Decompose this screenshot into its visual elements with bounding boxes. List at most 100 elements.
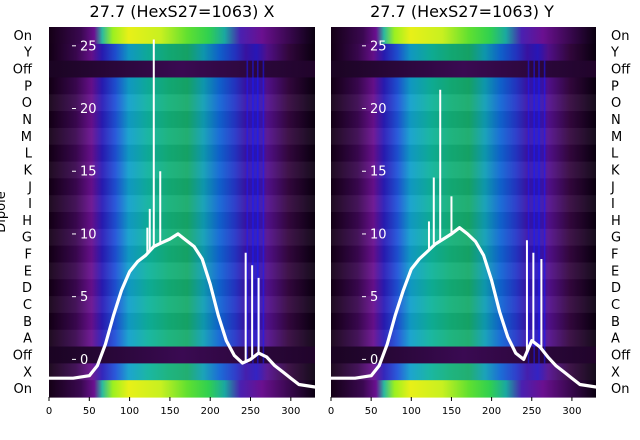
dipole-label: K — [611, 163, 620, 178]
row-shade — [49, 43, 315, 61]
heatmap-row — [331, 195, 596, 213]
heatmap-row — [331, 346, 596, 364]
heatmap-row — [331, 279, 596, 297]
dipole-label: Off — [611, 348, 631, 363]
dipole-label: C — [611, 298, 620, 313]
dipole-label: On — [14, 29, 32, 44]
heatmap-row — [49, 43, 315, 62]
dipole-label: Y — [23, 46, 32, 61]
dipole-label: Y — [610, 46, 619, 61]
overlay-line — [47, 232, 317, 389]
x-tick-label: 50 — [83, 406, 96, 417]
x-tick-label: 200 — [201, 406, 220, 417]
dipole-label: B — [611, 315, 620, 330]
row-shade — [49, 94, 315, 112]
heatmap-row — [49, 212, 315, 230]
dipole-label: J — [610, 180, 615, 195]
x-tick-label: 50 — [365, 406, 378, 417]
row-shade — [331, 212, 596, 229]
row-shade — [331, 161, 596, 179]
streak — [246, 60, 249, 364]
overlay-tick-label: 5 — [80, 290, 88, 305]
overlay-line — [329, 226, 598, 389]
streak — [538, 60, 540, 364]
row-shade — [49, 262, 315, 280]
heatmap-row — [49, 60, 315, 79]
dipole-label: H — [22, 214, 32, 229]
dipole-label: O — [22, 96, 32, 111]
row-shade — [49, 245, 315, 263]
dipole-label: M — [611, 130, 622, 145]
panel-title: 27.7 (HexS27=1063) Y — [370, 2, 554, 21]
x-tick-label: 250 — [241, 406, 260, 417]
x-tick-label: 0 — [46, 406, 52, 417]
heatmap-row — [49, 144, 315, 163]
row-shade — [331, 111, 596, 128]
dipole-label: On — [611, 29, 629, 44]
streak — [252, 60, 254, 364]
y-axis-label: Dipole — [0, 191, 9, 232]
row-shade — [49, 77, 315, 95]
dipole-label: L — [611, 147, 619, 162]
heatmap-row — [49, 27, 315, 45]
heatmap-row — [331, 77, 596, 95]
row-shade — [331, 195, 596, 212]
dipole-label: O — [611, 96, 621, 111]
row-shade — [331, 262, 596, 280]
dipole-label: F — [25, 248, 32, 263]
heatmap-row — [331, 178, 596, 196]
dipole-label: B — [23, 315, 32, 330]
heatmap-row — [331, 27, 596, 45]
row-shade — [331, 144, 596, 162]
heatmap-row — [331, 312, 596, 331]
overlay-tick-label: 25 — [370, 39, 387, 54]
overlay-tick-label: 5 — [370, 290, 378, 305]
dipole-label: G — [22, 231, 32, 246]
heatmap-row — [331, 60, 596, 79]
overlay-tick-label: 10 — [80, 227, 97, 242]
dipole-label: E — [611, 264, 619, 279]
heatmap-row — [331, 380, 596, 398]
dipole-label: Off — [611, 63, 631, 78]
row-shade — [49, 312, 315, 330]
heatmap-row — [49, 94, 315, 112]
dipole-label: I — [611, 197, 615, 212]
dipole-label: D — [611, 281, 621, 296]
overlay-tick-label: 25 — [80, 39, 97, 54]
heatmap-row — [49, 77, 315, 95]
row-shade — [331, 312, 596, 330]
row-shade — [49, 127, 315, 145]
dipole-label: C — [23, 298, 32, 313]
overlay-tick-label: 15 — [370, 165, 387, 180]
heatmap-row — [49, 279, 315, 297]
dipole-label: M — [21, 130, 32, 145]
dipole-label: N — [611, 113, 621, 128]
heatmap-row — [49, 178, 315, 196]
heatmap-row — [49, 262, 315, 280]
heatmap-row — [49, 312, 315, 331]
heatmap-row — [331, 144, 596, 163]
x-tick-label: 250 — [522, 406, 541, 417]
heatmap-row — [331, 127, 596, 146]
dipole-label: Off — [13, 348, 33, 363]
row-shade — [49, 144, 315, 162]
heatmap-row — [331, 111, 596, 129]
overlay-tick-label: 10 — [370, 227, 387, 242]
streak — [256, 60, 259, 364]
heatmap-row — [49, 127, 315, 146]
dipole-label: E — [24, 264, 32, 279]
dipole-label: X — [23, 365, 32, 380]
overlay-tick-label: 0 — [80, 353, 88, 368]
dipole-label: D — [22, 281, 32, 296]
streak — [527, 60, 530, 364]
dipole-label: L — [25, 147, 33, 162]
heatmap-panel-x: 27.7 (HexS27=1063) XDipoleOnYOffPONMLKJI… — [0, 2, 317, 417]
heatmap-row — [331, 94, 596, 112]
heatmap-row — [331, 245, 596, 264]
row-shade — [331, 363, 596, 381]
dipole-label: J — [27, 180, 32, 195]
dipole-label: H — [611, 214, 621, 229]
x-tick-label: 0 — [328, 406, 334, 417]
dipole-label: A — [23, 332, 32, 347]
row-shade — [331, 178, 596, 196]
